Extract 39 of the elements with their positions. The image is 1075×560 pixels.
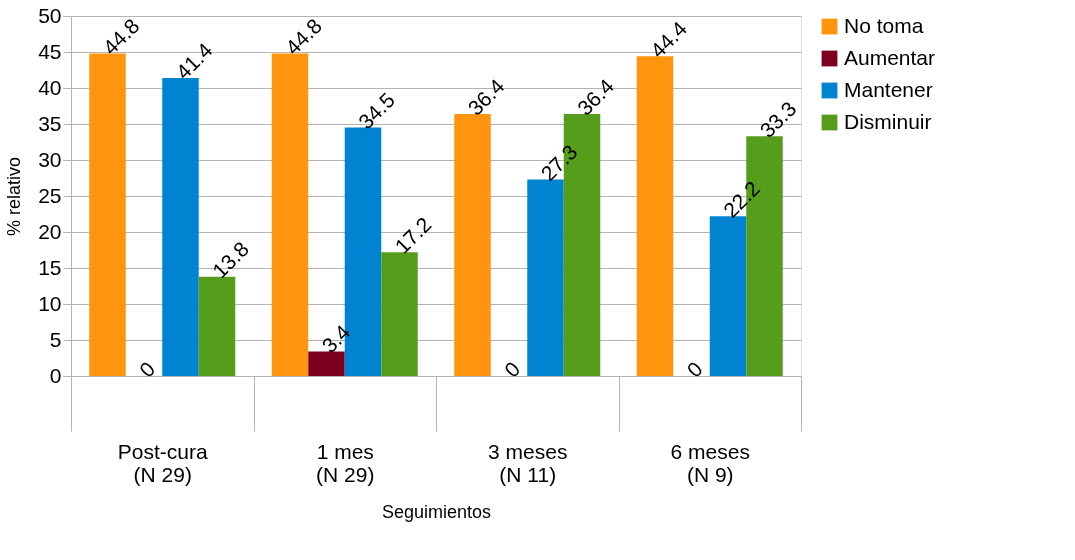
y-tick-label: 30 (38, 147, 62, 171)
y-tick-label: 40 (38, 75, 62, 99)
data-label: 44.4 (645, 16, 692, 62)
bar (709, 216, 747, 376)
x-tick-label: 6 meses (N 9) (670, 439, 750, 486)
bar (162, 77, 199, 376)
data-label: 44.8 (98, 13, 144, 60)
data-label: 0 (499, 357, 525, 382)
legend-label: Aumentar (844, 45, 936, 69)
x-tick-label: 3 meses (N 11) (488, 439, 568, 486)
y-tick-label: 5 (49, 327, 62, 351)
y-tick-label: 45 (38, 39, 62, 63)
bar (381, 252, 418, 376)
y-tick-label: 35 (38, 111, 62, 135)
data-label: 44.8 (280, 13, 326, 60)
x-tick-label: Post-cura (N 29) (117, 439, 208, 486)
y-tick-label: 15 (38, 255, 62, 279)
y-tick-label: 20 (38, 219, 62, 243)
legend-label: Disminuir (844, 109, 932, 133)
legend-label: No toma (844, 13, 924, 37)
y-axis-title: % relativo (4, 156, 25, 237)
legend-label: Mantener (844, 77, 933, 101)
data-label: 0 (682, 357, 707, 382)
y-tick-label: 50 (38, 3, 62, 27)
bar (454, 113, 491, 376)
data-label: 33.3 (755, 96, 801, 142)
y-tick-label: 10 (38, 291, 62, 315)
bar (89, 53, 126, 376)
bar (308, 351, 345, 376)
data-label: 0 (134, 357, 160, 382)
bar (198, 276, 236, 376)
bar (271, 53, 309, 376)
x-axis-title: Seguimientos (381, 501, 492, 522)
x-tick-label: 1 mes (N 29) (316, 439, 375, 486)
y-tick-label: 0 (49, 363, 62, 387)
bar (636, 56, 674, 376)
y-tick-label: 25 (38, 183, 62, 207)
data-label: 3.4 (317, 320, 355, 358)
data-label: 41.4 (171, 38, 217, 84)
